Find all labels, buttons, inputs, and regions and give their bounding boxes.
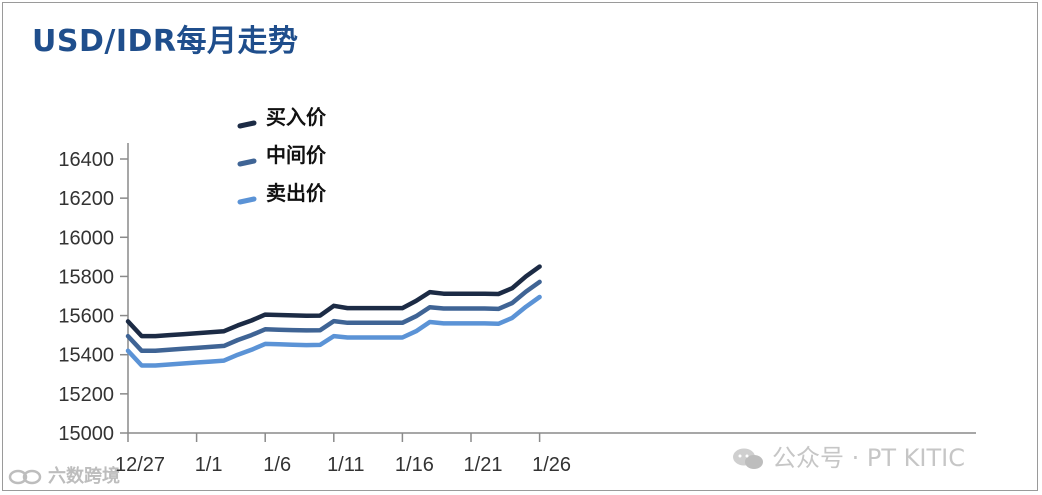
series-line-1 bbox=[125, 264, 542, 339]
y-tick-label: 16000 bbox=[58, 227, 114, 249]
legend-swatch bbox=[237, 158, 257, 167]
axes: 15000 15200 15400 15600 15800 16000 16200 16400… bbox=[58, 143, 976, 476]
legend-swatch bbox=[237, 196, 257, 205]
x-tick-label: 1/6 bbox=[263, 454, 291, 476]
legend-label: 卖出价 bbox=[266, 181, 327, 205]
series-line-3 bbox=[125, 294, 542, 368]
x-tick-label: 1/16 bbox=[395, 454, 434, 476]
y-tick-label: 15400 bbox=[58, 345, 114, 367]
series-lines bbox=[125, 264, 542, 368]
y-tick-label: 15800 bbox=[58, 266, 114, 288]
y-tick-label: 16200 bbox=[58, 188, 114, 210]
y-tick-label: 16400 bbox=[58, 149, 114, 171]
x-tick-label: 1/26 bbox=[532, 454, 571, 476]
watermark-right-text: 公众号 · PT KITIC bbox=[772, 444, 965, 472]
wechat-icon bbox=[733, 448, 763, 469]
legend-label: 买入价 bbox=[266, 105, 327, 129]
series-line-2 bbox=[125, 279, 542, 354]
legend-swatch bbox=[237, 120, 257, 129]
x-tick-label: 12/27 bbox=[115, 454, 165, 476]
link-icon bbox=[8, 469, 42, 485]
watermark-left-text: 六数跨境 bbox=[48, 466, 120, 487]
x-tick-label: 1/1 bbox=[195, 454, 223, 476]
x-tick-label: 1/21 bbox=[464, 454, 503, 476]
legend-label: 中间价 bbox=[266, 143, 327, 167]
chart-title: USD/IDR每月走势 bbox=[32, 24, 299, 59]
x-tick-label: 1/11 bbox=[327, 454, 364, 476]
watermark-left: 六数跨境 bbox=[8, 462, 120, 488]
watermark-right: 公众号 · PT KITIC bbox=[732, 438, 965, 473]
y-tick-label: 15000 bbox=[58, 423, 114, 445]
y-tick-label: 15200 bbox=[58, 384, 114, 406]
y-tick-label: 15600 bbox=[58, 306, 114, 328]
